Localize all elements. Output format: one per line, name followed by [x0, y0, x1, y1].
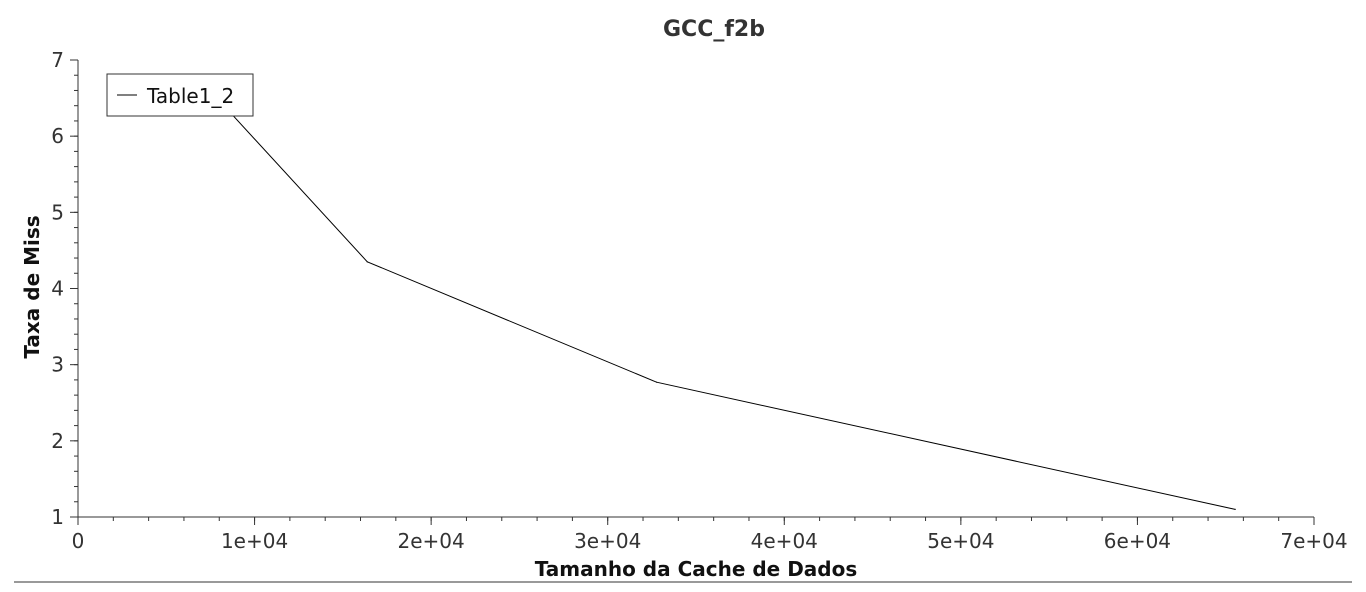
x-axis: 0 1e+04 2e+04 3e+04 4e+04 5e+04 6e+04 7e+04	[72, 516, 1348, 553]
legend-label: Table1_2	[146, 84, 234, 108]
y-axis-label: Taxa de Miss	[20, 215, 44, 358]
y-axis: 1 2 3 4 5 6 7	[51, 48, 79, 529]
x-tick-label: 7e+04	[1280, 529, 1347, 553]
x-tick-label: 2e+04	[398, 529, 465, 553]
y-tick-label: 6	[51, 124, 64, 148]
x-tick-label: 4e+04	[751, 529, 818, 553]
x-tick-label: 6e+04	[1104, 529, 1171, 553]
y-tick-label: 3	[51, 353, 64, 377]
series-layer	[222, 103, 1236, 510]
x-axis-label: Tamanho da Cache de Dados	[535, 557, 858, 581]
y-tick-label: 5	[51, 200, 64, 224]
x-tick-label: 3e+04	[574, 529, 641, 553]
y-tick-label: 1	[51, 505, 64, 529]
y-tick-label: 2	[51, 429, 64, 453]
data-point	[1234, 508, 1236, 510]
x-tick-label: 5e+04	[927, 529, 994, 553]
chart-title: GCC_f2b	[663, 17, 765, 42]
series-line-table1-2	[222, 103, 1236, 510]
legend: Table1_2	[106, 73, 254, 117]
y-tick-label: 7	[51, 48, 64, 72]
data-point	[655, 381, 658, 383]
x-tick-label: 0	[72, 529, 85, 553]
data-point	[366, 261, 368, 263]
x-tick-label: 1e+04	[221, 529, 288, 553]
y-tick-label: 4	[51, 277, 64, 301]
